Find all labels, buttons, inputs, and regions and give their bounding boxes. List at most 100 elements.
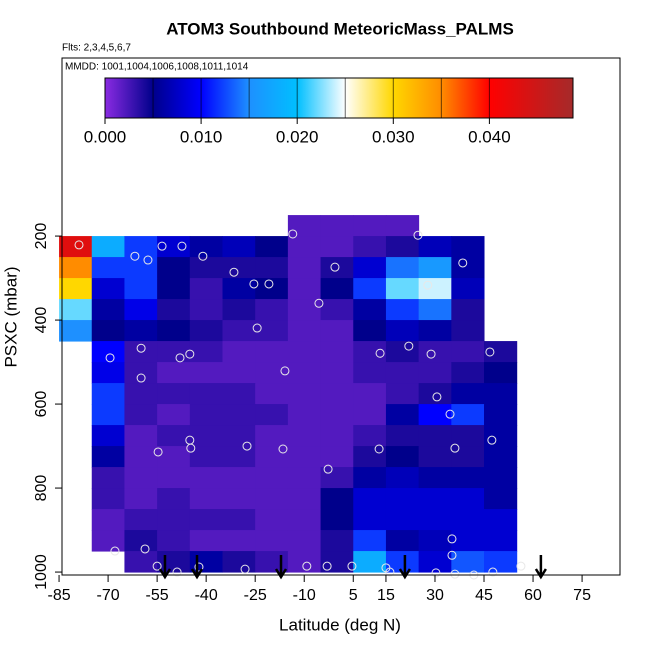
heatmap-cell: [91, 236, 125, 258]
heatmap-cell: [385, 215, 420, 237]
y-tick-label: 200: [33, 223, 50, 250]
heatmap-cell: [124, 299, 158, 321]
heatmap-cell: [189, 278, 224, 300]
flight-arrow: [274, 555, 288, 580]
heatmap-cell: [353, 404, 387, 426]
heatmap-cell: [222, 278, 256, 300]
sample-point: [374, 444, 384, 454]
heatmap-cell: [91, 509, 125, 531]
x-tick-label: 60: [524, 587, 542, 604]
heatmap-cell: [287, 509, 322, 531]
heatmap-cell: [353, 383, 387, 405]
heatmap-cell: [157, 404, 191, 426]
heatmap-cell: [320, 383, 354, 405]
heatmap-cell: [59, 320, 93, 342]
heatmap-cell: [385, 236, 420, 258]
x-tick-label: -70: [97, 587, 120, 604]
heatmap-cell: [484, 551, 518, 573]
sample-point: [375, 348, 385, 358]
heatmap-cell: [124, 362, 158, 384]
x-tick-label: 30: [426, 587, 444, 604]
heatmap-cell: [255, 299, 289, 321]
heatmap-cell: [287, 341, 322, 363]
sample-point: [450, 569, 460, 579]
heatmap-cell: [353, 467, 387, 489]
colorbar: [104, 77, 574, 119]
heatmap-cell: [124, 236, 158, 258]
heatmap-cell: [385, 488, 420, 510]
heatmap-cell: [157, 425, 191, 447]
sample-point: [229, 267, 239, 277]
heatmap-cell: [222, 551, 256, 573]
heatmap-cell: [451, 509, 485, 531]
sample-point: [488, 567, 498, 577]
heatmap-cell: [385, 530, 420, 552]
y-tick-label: 600: [33, 391, 50, 418]
heatmap-cell: [124, 551, 158, 573]
heatmap-cell: [91, 278, 125, 300]
heatmap-cell: [222, 362, 256, 384]
sample-point: [404, 341, 414, 351]
sample-point: [487, 435, 497, 445]
heatmap-cell: [385, 278, 420, 300]
heatmap-cell: [189, 530, 224, 552]
heatmap-cell: [451, 404, 485, 426]
heatmap-cell: [353, 278, 387, 300]
sample-point: [458, 258, 468, 268]
heatmap-cell: [157, 488, 191, 510]
heatmap-cell: [320, 488, 354, 510]
heatmap-cell: [287, 278, 322, 300]
sample-point: [157, 241, 167, 251]
heatmap-cell: [385, 362, 420, 384]
heatmap-cell: [157, 299, 191, 321]
heatmap-cell: [451, 425, 485, 447]
heatmap-cell: [320, 257, 354, 279]
heatmap-cell: [418, 509, 452, 531]
heatmap-cell: [484, 530, 518, 552]
heatmap-cell: [157, 257, 191, 279]
heatmap-cell: [320, 446, 354, 468]
heatmap-cell: [124, 320, 158, 342]
heatmap-cell: [255, 278, 289, 300]
heatmap-cell: [91, 299, 125, 321]
chart-title: ATOM3 Southbound MeteoricMass_PALMS: [166, 19, 514, 38]
heatmap-cell: [484, 362, 518, 384]
heatmap-cell: [320, 404, 354, 426]
heatmap-cell: [287, 488, 322, 510]
sample-point: [194, 562, 204, 572]
heatmap-cell: [353, 236, 387, 258]
heatmap-cell: [418, 299, 452, 321]
heatmap-cell: [124, 278, 158, 300]
sample-point: [485, 347, 495, 357]
heatmap-cell: [255, 446, 289, 468]
heatmap-cell: [353, 425, 387, 447]
heatmap-cell: [287, 530, 322, 552]
heatmap-cell: [287, 446, 322, 468]
heatmap-cell: [320, 299, 354, 321]
heatmap-cell: [287, 362, 322, 384]
heatmap-cell: [484, 509, 518, 531]
sample-point: [242, 441, 252, 451]
heatmap-cell: [451, 257, 485, 279]
heatmap-cell: [418, 404, 452, 426]
heatmap-cell: [353, 446, 387, 468]
heatmap-cell: [451, 362, 485, 384]
flight-arrow: [190, 555, 204, 580]
heatmap-cell: [287, 467, 322, 489]
sample-point: [143, 255, 153, 265]
heatmap-cell: [385, 509, 420, 531]
heatmap-cell: [484, 446, 518, 468]
x-tick-label: 75: [573, 587, 591, 604]
sample-point: [288, 229, 298, 239]
heatmap-cell: [385, 551, 420, 573]
sample-point: [432, 392, 442, 402]
heatmap-cell: [255, 236, 289, 258]
heatmap-cell: [222, 467, 256, 489]
heatmap-cell: [59, 257, 93, 279]
sample-point: [140, 544, 150, 554]
colorbar-tick-label: 0.030: [372, 127, 415, 146]
heatmap-cell: [157, 278, 191, 300]
sample-point: [185, 349, 195, 359]
heatmap-cell: [255, 530, 289, 552]
heatmap-cell: [287, 425, 322, 447]
